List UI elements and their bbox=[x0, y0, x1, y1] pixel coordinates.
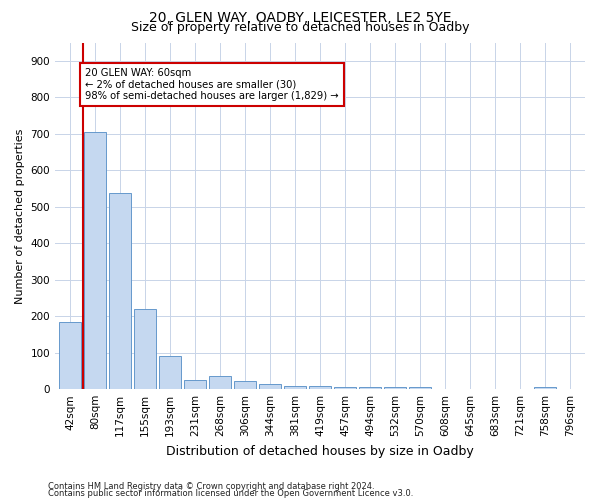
Bar bbox=[284, 386, 305, 389]
Text: 20 GLEN WAY: 60sqm
← 2% of detached houses are smaller (30)
98% of semi-detached: 20 GLEN WAY: 60sqm ← 2% of detached hous… bbox=[85, 68, 338, 101]
Bar bbox=[334, 386, 356, 389]
Bar bbox=[409, 388, 431, 389]
Bar bbox=[134, 309, 155, 389]
Bar bbox=[59, 322, 80, 389]
Bar bbox=[85, 132, 106, 389]
Bar bbox=[184, 380, 206, 389]
Bar bbox=[235, 381, 256, 389]
Y-axis label: Number of detached properties: Number of detached properties bbox=[15, 128, 25, 304]
Text: Size of property relative to detached houses in Oadby: Size of property relative to detached ho… bbox=[131, 22, 469, 35]
Bar bbox=[359, 388, 380, 389]
Bar bbox=[259, 384, 281, 389]
Text: 20, GLEN WAY, OADBY, LEICESTER, LE2 5YE: 20, GLEN WAY, OADBY, LEICESTER, LE2 5YE bbox=[149, 11, 451, 25]
Bar bbox=[385, 388, 406, 389]
Bar bbox=[535, 388, 556, 389]
Bar bbox=[160, 356, 181, 389]
X-axis label: Distribution of detached houses by size in Oadby: Distribution of detached houses by size … bbox=[166, 444, 474, 458]
Text: Contains public sector information licensed under the Open Government Licence v3: Contains public sector information licen… bbox=[48, 489, 413, 498]
Bar bbox=[109, 193, 131, 389]
Bar bbox=[310, 386, 331, 389]
Bar bbox=[209, 376, 230, 389]
Text: Contains HM Land Registry data © Crown copyright and database right 2024.: Contains HM Land Registry data © Crown c… bbox=[48, 482, 374, 491]
